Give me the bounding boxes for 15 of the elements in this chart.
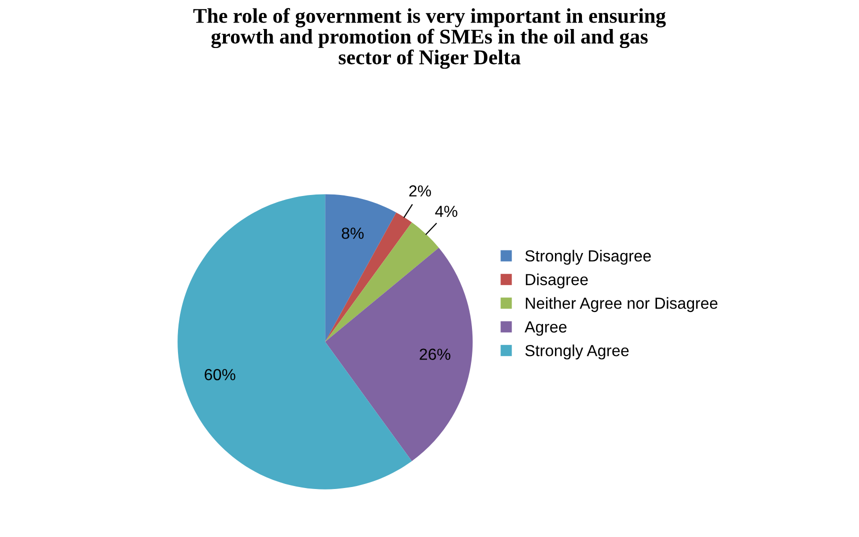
pie-slice <box>325 222 439 342</box>
legend-label: Strongly Agree <box>525 344 629 360</box>
data-label: 4% <box>435 206 458 217</box>
legend-label: Neither Agree nor Disagree <box>526 297 718 312</box>
legend-label: Agree <box>524 321 566 336</box>
data-label: 26% <box>420 348 450 360</box>
data-label: 60% <box>204 368 236 380</box>
pie-slice <box>325 248 473 462</box>
legend-label: Strongly Disagree <box>525 250 651 265</box>
chart-title: The role of government is very important in ensuring growth and promotion of SMEs in the oil and gas sector of Niger Delta <box>193 8 666 69</box>
data-label: 2% <box>409 185 431 197</box>
pie-slice <box>325 194 396 342</box>
pie-slice <box>325 212 412 342</box>
legend-label: Disagree <box>526 274 588 288</box>
data-label: 8% <box>342 228 364 239</box>
